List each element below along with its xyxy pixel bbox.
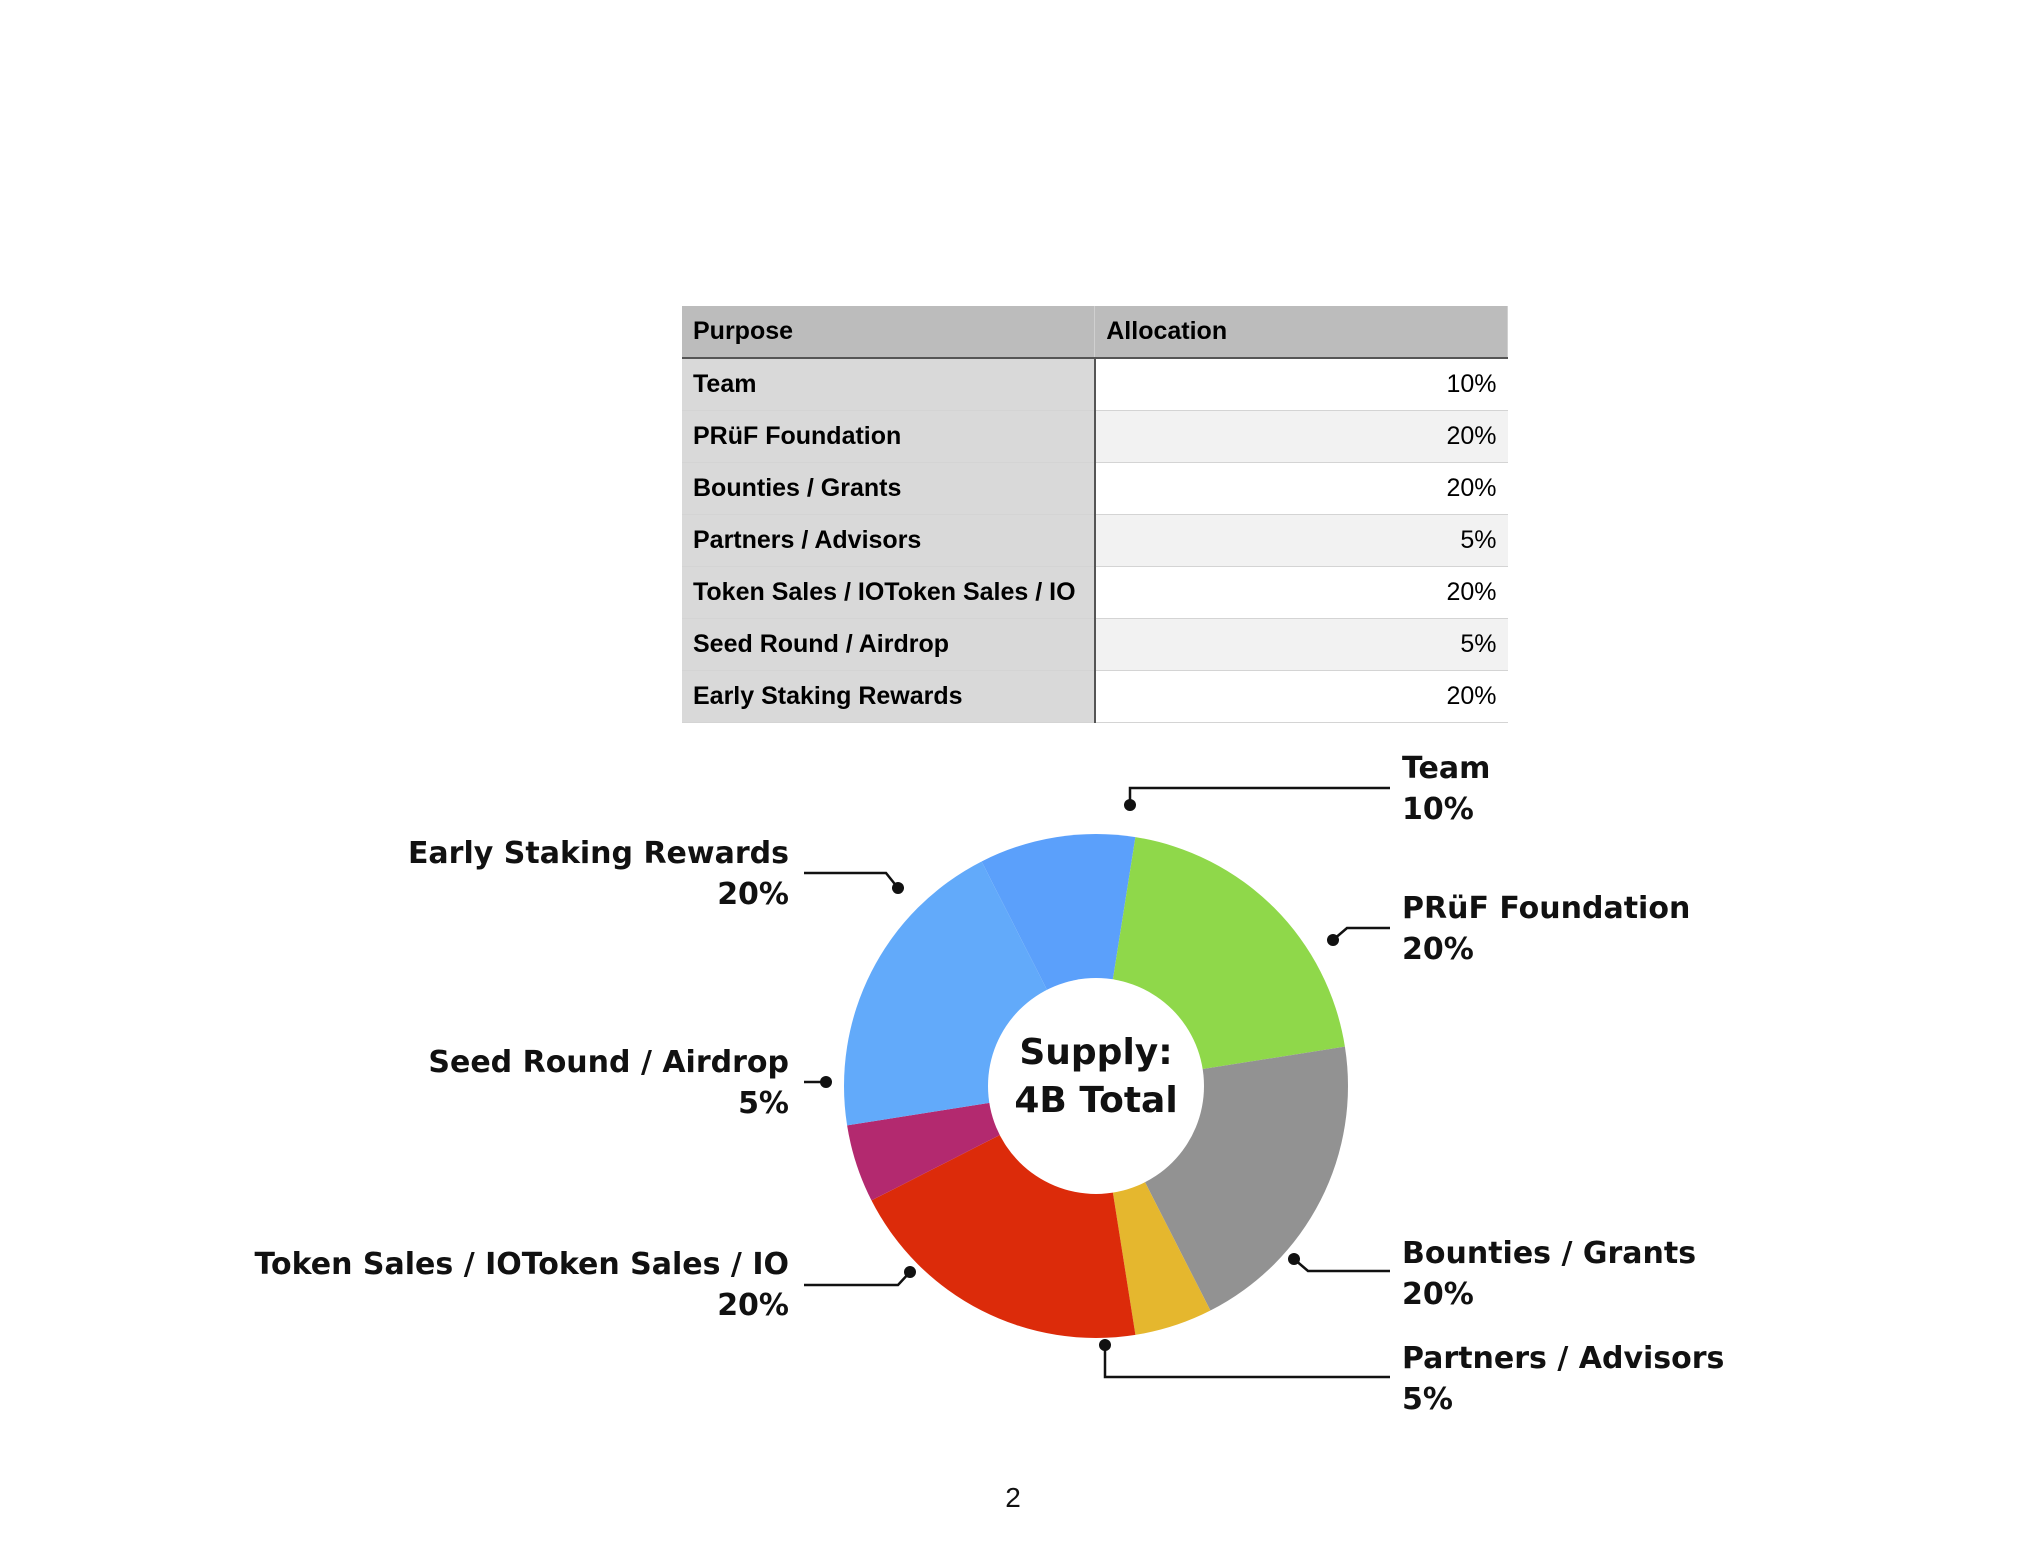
- table-row: Token Sales / IOToken Sales / IO 20%: [682, 566, 1508, 619]
- center-line-2: 4B Total: [1014, 1080, 1177, 1121]
- table-header-row: Purpose Allocation: [682, 306, 1508, 359]
- slice-value-label: 5%: [738, 1086, 789, 1121]
- allocation-cell: 20%: [1094, 566, 1508, 619]
- table-row: Team 10%: [682, 358, 1508, 411]
- chart-callouts: Team 10% PRüF Foundation 20% Bounties / Gran…: [255, 751, 1725, 1417]
- allocation-cell: 20%: [1094, 410, 1508, 463]
- table-row: Early Staking Rewards 20%: [682, 670, 1508, 723]
- table-row: Seed Round / Airdrop 5%: [682, 618, 1508, 671]
- slice-label: Early Staking Rewards: [408, 836, 789, 871]
- purpose-cell: Early Staking Rewards: [682, 670, 1096, 723]
- allocation-cell: 5%: [1094, 514, 1508, 567]
- allocation-cell: 20%: [1094, 670, 1508, 723]
- table-row: Bounties / Grants 20%: [682, 462, 1508, 515]
- slice-value-label: 20%: [1402, 932, 1474, 967]
- header-purpose: Purpose: [682, 306, 1096, 359]
- leader-dot: [1288, 1253, 1300, 1265]
- slice-label: Bounties / Grants: [1402, 1236, 1696, 1271]
- slice-value-label: 5%: [1402, 1382, 1453, 1417]
- donut-hole: [988, 978, 1204, 1194]
- purpose-cell: Seed Round / Airdrop: [682, 618, 1096, 671]
- slice-value-label: 20%: [717, 877, 789, 912]
- leader-dot: [1099, 1339, 1111, 1351]
- leader-line: [1128, 786, 1390, 805]
- purpose-cell: Partners / Advisors: [682, 514, 1096, 567]
- slice-value-label: 10%: [1402, 792, 1474, 827]
- allocation-cell: 20%: [1094, 462, 1508, 515]
- leader-dot: [892, 882, 904, 894]
- center-line-1: Supply:: [1019, 1032, 1172, 1073]
- leader-dot: [1124, 799, 1136, 811]
- slice-label: Partners / Advisors: [1402, 1341, 1724, 1376]
- slice-label: Seed Round / Airdrop: [428, 1045, 789, 1080]
- purpose-cell: Team: [682, 358, 1096, 411]
- slice-value-label: 20%: [717, 1288, 789, 1323]
- slice-value-label: 20%: [1402, 1277, 1474, 1312]
- leader-line: [1103, 1345, 1390, 1379]
- purpose-cell: PRüF Foundation: [682, 410, 1096, 463]
- leader-line: [1293, 1258, 1390, 1273]
- allocation-cell: 5%: [1094, 618, 1508, 671]
- leader-dot: [904, 1266, 916, 1278]
- page-number: 2: [1005, 1482, 1021, 1513]
- slice-label: PRüF Foundation: [1402, 891, 1690, 926]
- leader-line: [804, 1271, 911, 1287]
- allocation-table: Purpose Allocation Team 10% PRüF Foundat…: [682, 306, 1508, 723]
- table-row: Partners / Advisors 5%: [682, 514, 1508, 567]
- slice-label: Team: [1402, 751, 1490, 786]
- purpose-cell: Bounties / Grants: [682, 462, 1096, 515]
- slice-label: Token Sales / IOToken Sales / IO: [255, 1247, 789, 1282]
- header-allocation: Allocation: [1094, 306, 1508, 359]
- leader-line: [804, 871, 899, 889]
- leader-dot: [1327, 934, 1339, 946]
- leader-dot: [820, 1076, 832, 1088]
- allocation-cell: 10%: [1094, 358, 1508, 411]
- purpose-cell: Token Sales / IOToken Sales / IO: [682, 566, 1096, 619]
- table-row: PRüF Foundation 20%: [682, 410, 1508, 463]
- leader-line: [1332, 926, 1390, 941]
